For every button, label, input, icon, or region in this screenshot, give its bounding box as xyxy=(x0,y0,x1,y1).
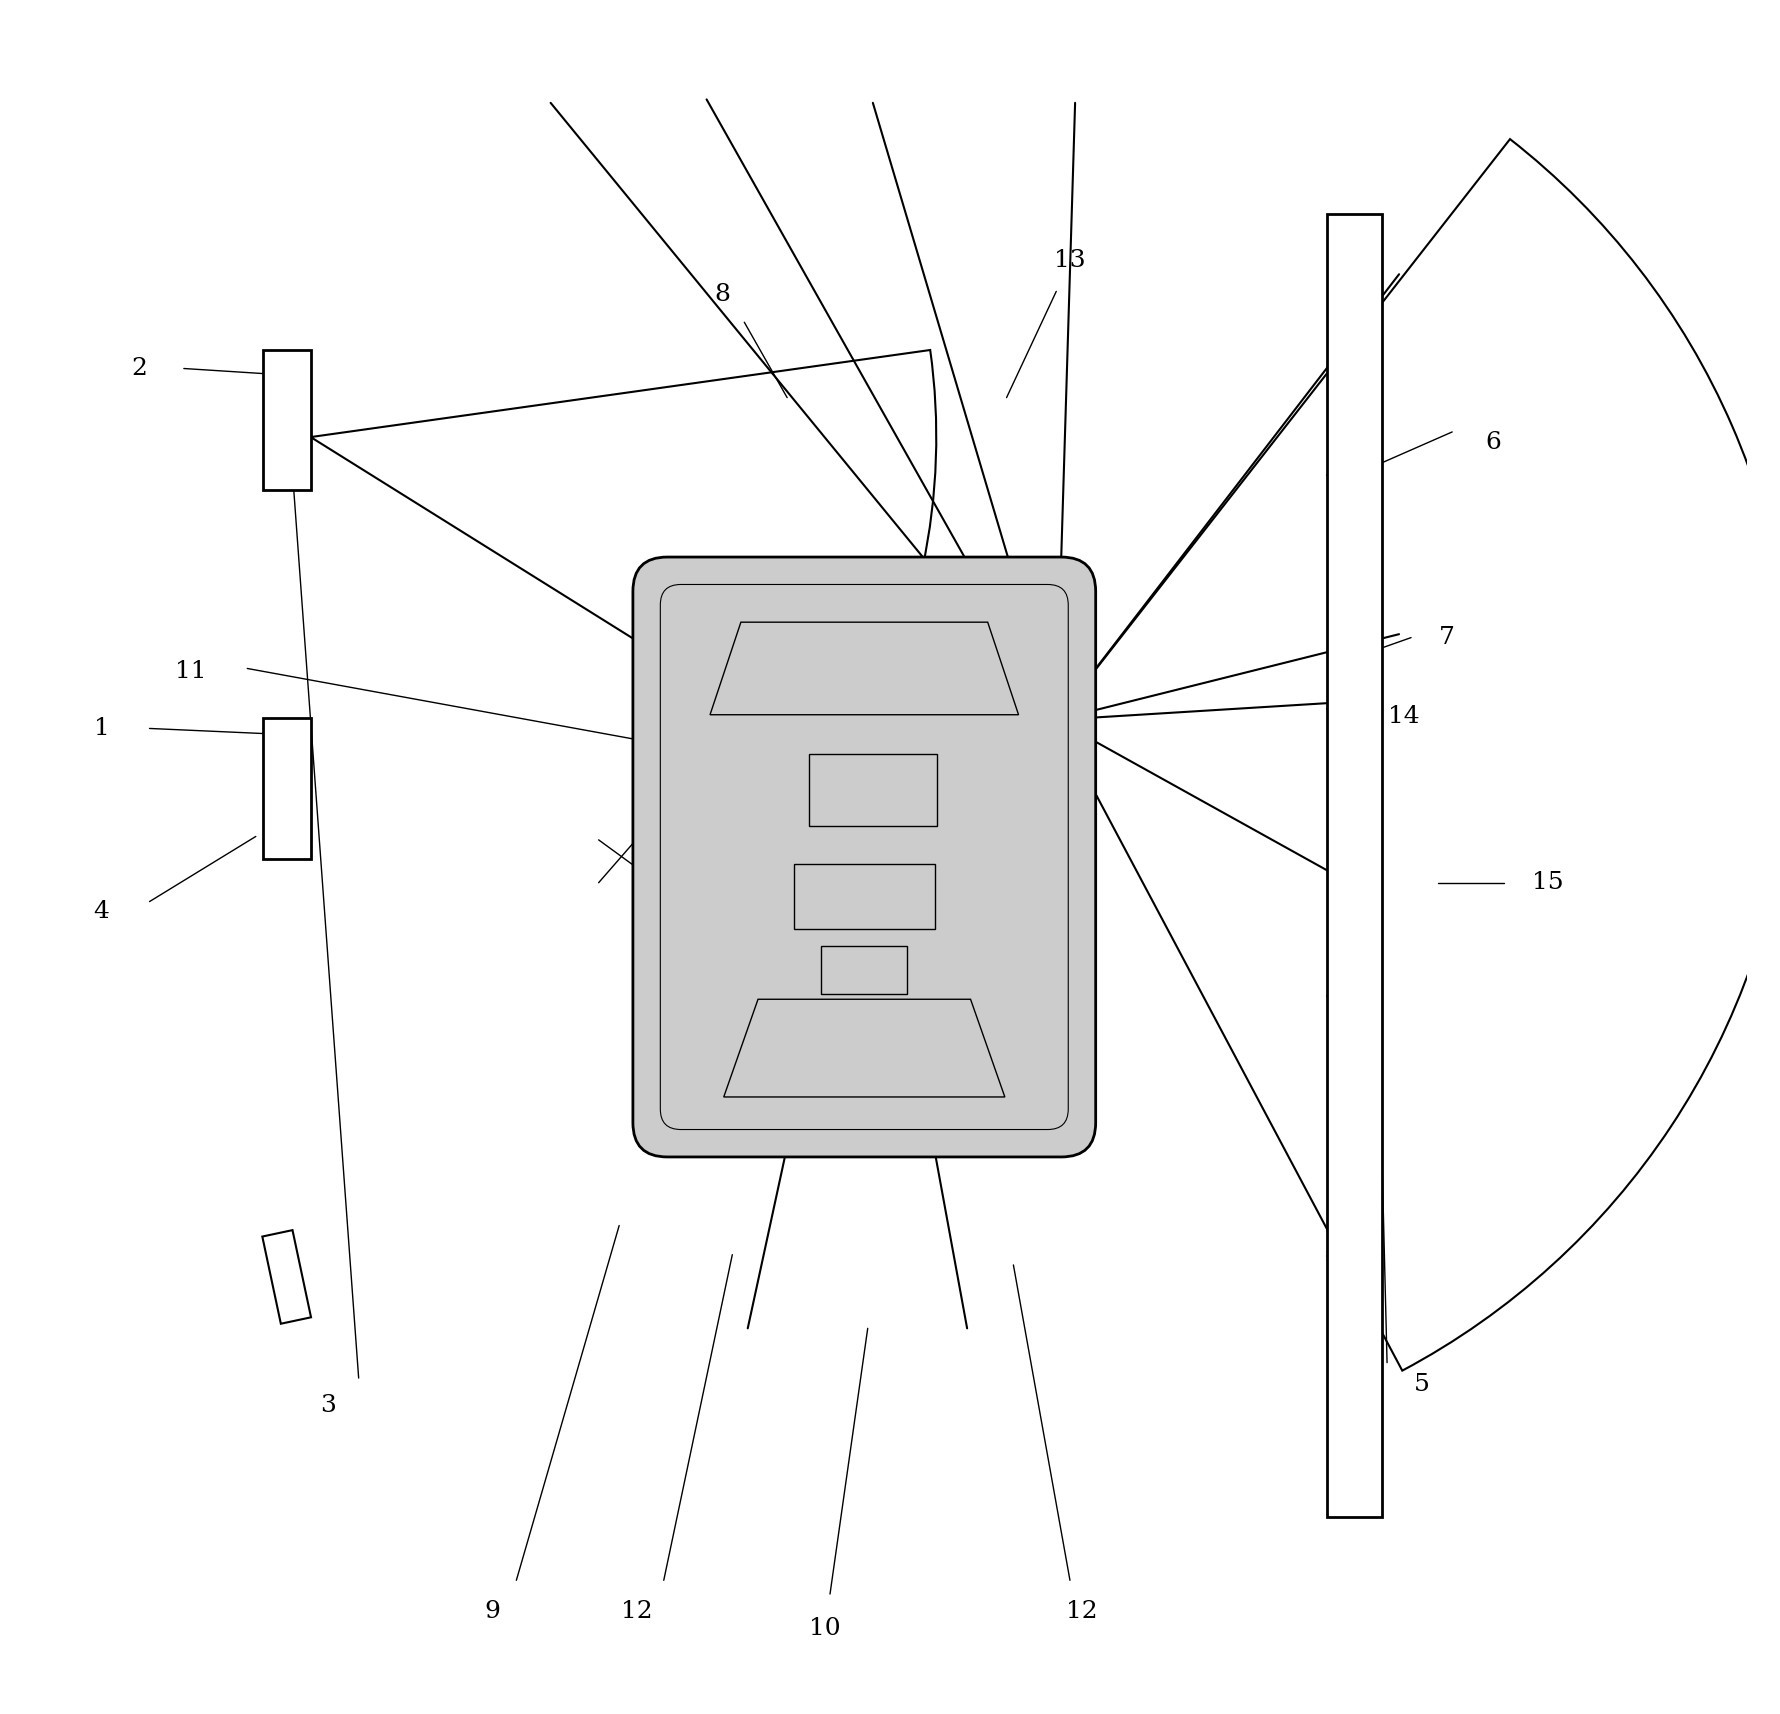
Bar xyxy=(821,946,908,994)
Text: 4: 4 xyxy=(94,900,110,924)
Polygon shape xyxy=(262,1231,311,1323)
Text: 12: 12 xyxy=(621,1599,651,1623)
Text: 14: 14 xyxy=(1388,704,1420,728)
Text: 2: 2 xyxy=(132,357,148,381)
Bar xyxy=(794,864,934,929)
Bar xyxy=(263,718,312,859)
Text: 11: 11 xyxy=(174,660,206,684)
Text: 8: 8 xyxy=(714,283,730,307)
Text: 6: 6 xyxy=(1485,430,1501,454)
Text: 9: 9 xyxy=(484,1599,500,1623)
Text: 5: 5 xyxy=(1413,1373,1429,1397)
Bar xyxy=(1328,214,1381,1517)
Text: 1: 1 xyxy=(94,716,109,740)
Text: 7: 7 xyxy=(1438,626,1454,650)
Text: 10: 10 xyxy=(810,1616,840,1640)
Bar xyxy=(808,754,936,826)
Text: 13: 13 xyxy=(1054,249,1086,273)
Bar xyxy=(263,350,312,490)
Text: 12: 12 xyxy=(1066,1599,1098,1623)
FancyBboxPatch shape xyxy=(634,557,1096,1157)
Text: 3: 3 xyxy=(320,1393,336,1417)
Text: 15: 15 xyxy=(1533,871,1565,895)
